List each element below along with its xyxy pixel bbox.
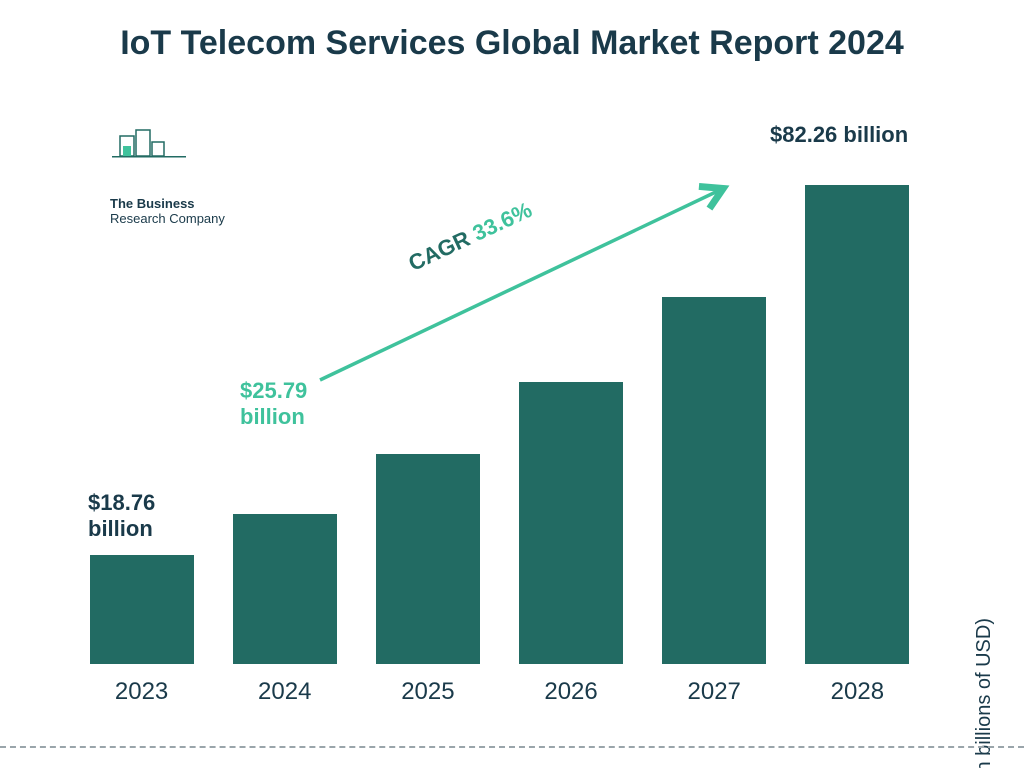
bar-2028 — [786, 185, 929, 664]
xlabel: 2026 — [499, 678, 642, 706]
value-label-2024: $25.79billion — [240, 378, 307, 431]
bar — [519, 382, 623, 664]
xlabel: 2028 — [786, 678, 929, 706]
bar-2026 — [499, 382, 642, 664]
bar — [90, 555, 194, 664]
bar-2025 — [356, 454, 499, 664]
xlabel: 2027 — [643, 678, 786, 706]
xlabel: 2024 — [213, 678, 356, 706]
bar — [233, 514, 337, 664]
value-label-2023: $18.76billion — [88, 490, 155, 543]
x-axis-labels: 2023 2024 2025 2026 2027 2028 — [70, 678, 929, 706]
value-label-2028: $82.26 billion — [770, 122, 908, 148]
bottom-divider — [0, 746, 1024, 748]
bar — [805, 185, 909, 664]
bar — [376, 454, 480, 664]
chart-container: IoT Telecom Services Global Market Repor… — [0, 0, 1024, 768]
bar-2023 — [70, 555, 213, 664]
xlabel: 2023 — [70, 678, 213, 706]
chart-title: IoT Telecom Services Global Market Repor… — [0, 22, 1024, 65]
xlabel: 2025 — [356, 678, 499, 706]
bar-2024 — [213, 514, 356, 664]
